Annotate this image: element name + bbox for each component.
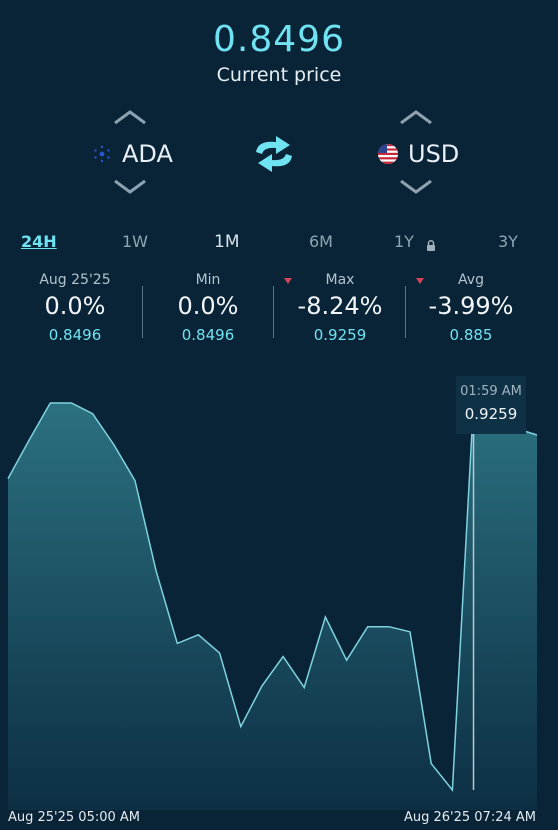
down-triangle-icon <box>284 278 292 284</box>
stat-percent: 0.0% <box>44 292 106 320</box>
stat-percent: -8.24% <box>297 292 383 320</box>
tab-1y[interactable]: 1Y <box>394 232 414 251</box>
stat-value: 0.9259 <box>313 326 367 344</box>
ada-icon <box>94 145 110 163</box>
swap-button[interactable] <box>248 132 300 176</box>
tab-6m[interactable]: 6M <box>309 232 333 251</box>
tooltip-value: 0.9259 <box>464 405 518 423</box>
stat-label: Avg <box>458 272 484 288</box>
chevron-down-icon <box>114 179 146 194</box>
time-range-tabs: 24H 1W 1M 6M 1Y 3Y <box>0 232 558 256</box>
price-area <box>8 403 537 810</box>
stat-value: 0.885 <box>449 326 493 344</box>
divider <box>273 286 274 338</box>
divider <box>142 286 143 338</box>
current-price-label: Current price <box>216 64 342 86</box>
chevron-down-icon <box>400 179 432 194</box>
price-line <box>7 402 538 792</box>
from-currency-down-button[interactable] <box>113 178 147 196</box>
stat-percent: -3.99% <box>428 292 514 320</box>
stat-value: 0.8496 <box>48 326 102 344</box>
lock-icon <box>427 240 435 251</box>
current-price: 0.8496 <box>213 19 345 60</box>
stat-min: Min 0.0% 0.8496 <box>143 272 273 344</box>
tab-1m[interactable]: 1M <box>214 232 240 252</box>
to-currency-code: USD <box>408 140 460 168</box>
chevron-up-icon <box>114 110 146 125</box>
price-header: 0.8496 Current price <box>0 18 558 86</box>
stat-max: Max -8.24% 0.9259 <box>275 272 405 344</box>
tab-1w[interactable]: 1W <box>122 232 148 251</box>
tab-24h[interactable]: 24H <box>21 232 57 251</box>
x-axis-end-label: Aug 26'25 07:24 AM <box>403 810 536 825</box>
chevron-up-icon <box>400 110 432 125</box>
down-triangle-icon <box>416 278 424 284</box>
to-currency-down-button[interactable] <box>399 178 433 196</box>
currency-pair: ADA USD <box>0 104 558 204</box>
us-flag-icon <box>378 144 398 164</box>
from-currency-up-button[interactable] <box>113 108 147 126</box>
to-currency[interactable]: USD <box>378 140 459 168</box>
stat-percent: 0.0% <box>177 292 239 320</box>
to-currency-up-button[interactable] <box>399 108 433 126</box>
from-currency-code: ADA <box>122 140 173 168</box>
divider <box>405 286 406 338</box>
stats-row: Aug 25'25 0.0% 0.8496 Min 0.0% 0.8496 Ma… <box>0 272 558 352</box>
stat-label: Aug 25'25 <box>39 272 111 288</box>
stat-value: 0.8496 <box>181 326 235 344</box>
price-chart[interactable] <box>0 370 558 810</box>
price-tooltip: 01:59 AM 0.9259 <box>456 376 526 434</box>
stat-label: Max <box>325 272 355 288</box>
stat-label: Min <box>195 272 221 288</box>
swap-arrows-icon <box>256 136 292 172</box>
from-currency[interactable]: ADA <box>92 140 173 168</box>
tooltip-time: 01:59 AM <box>460 384 522 399</box>
tab-3y[interactable]: 3Y <box>498 232 518 251</box>
x-axis-start-label: Aug 25'25 05:00 AM <box>8 810 141 825</box>
stat-start: Aug 25'25 0.0% 0.8496 <box>10 272 140 344</box>
stat-avg: Avg -3.99% 0.885 <box>406 272 536 344</box>
